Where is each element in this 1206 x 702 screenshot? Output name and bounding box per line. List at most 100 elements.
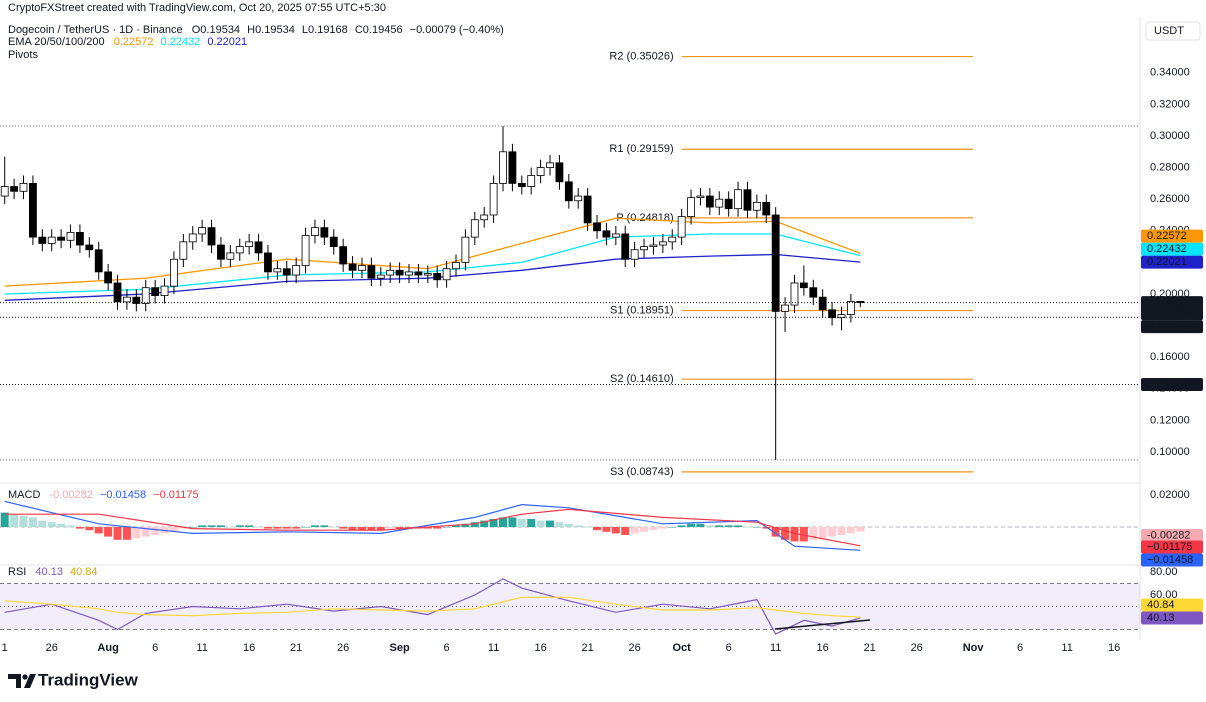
logo-mark — [8, 674, 21, 688]
macd-histogram-bar — [527, 519, 536, 527]
candle-body — [66, 231, 75, 241]
candle-body — [734, 189, 742, 210]
candle-body — [762, 201, 771, 216]
macd-histogram-bar — [47, 522, 56, 527]
candle-body — [837, 314, 846, 319]
x-tick-label: 21 — [582, 642, 594, 654]
candle-body — [856, 300, 865, 304]
macd-histogram-bar — [734, 525, 743, 527]
candle-body — [226, 252, 235, 260]
macd-histogram-bar — [66, 525, 75, 527]
logo-dot — [22, 674, 28, 680]
ema-legend: EMA 20/50/100/200 0.22572 0.22432 0.2202… — [8, 36, 247, 48]
candle-body — [799, 282, 808, 289]
candle-body — [282, 268, 291, 276]
x-tick-label: Sep — [389, 642, 409, 654]
candle-body — [254, 241, 263, 254]
candle-body — [743, 189, 752, 211]
macd-histogram-bar — [602, 527, 611, 532]
macd-histogram-bar — [94, 527, 103, 534]
macd-histogram-bar — [837, 527, 846, 535]
macd-histogram-bar — [273, 527, 282, 529]
candle-body — [301, 235, 310, 266]
candle-body — [207, 227, 216, 246]
macd-histogram-bar — [216, 525, 225, 527]
ema-line — [4, 253, 861, 301]
macd-histogram-bar — [75, 527, 84, 529]
candle-body — [367, 265, 376, 279]
candle-body — [687, 197, 695, 217]
candle-body — [771, 214, 780, 312]
ema-line — [4, 233, 861, 295]
macd-label: MACD — [8, 489, 40, 501]
macd-histogram-bar — [705, 525, 714, 527]
pivot-label: R1 (0.29159) — [609, 143, 673, 155]
candle-body — [160, 285, 169, 296]
rsi-label: RSI — [8, 566, 26, 578]
macd-histogram-bar — [574, 525, 583, 527]
macd-histogram-bar — [151, 527, 160, 535]
x-tick-label: 6 — [152, 642, 158, 654]
macd-histogram-bar — [386, 527, 395, 529]
macd-histogram-bar — [790, 527, 799, 542]
y-tick-label: 0.30000 — [1150, 130, 1190, 142]
macd-histogram-bar — [320, 525, 329, 527]
pivot-label: S1 (0.18951) — [610, 304, 674, 316]
macd-hist-axis-label: -0.00282 — [1147, 529, 1190, 541]
macd-histogram-bar — [856, 527, 865, 532]
ema-value: 0.22432 — [161, 36, 201, 48]
macd-histogram-bar — [593, 527, 602, 531]
candle-body — [452, 262, 460, 270]
macd-histogram-bar — [649, 527, 658, 531]
candle-body — [19, 182, 28, 192]
candle-body — [311, 227, 319, 236]
rsi-value: 40.13 — [35, 566, 63, 578]
ohlc-close: C0.19456 — [355, 24, 403, 36]
candle-body — [376, 274, 385, 279]
macd-histogram-bar — [207, 525, 216, 527]
candle-body — [433, 273, 442, 281]
x-tick-label: 21 — [290, 642, 302, 654]
currency[interactable]: USDT — [1154, 25, 1184, 37]
macd-histogram-bar — [799, 527, 808, 542]
macd-histogram-bar — [743, 527, 752, 528]
logo[interactable]: TradingView — [8, 670, 139, 689]
x-tick-label: Nov — [963, 642, 985, 654]
macd-histogram-bar — [198, 525, 207, 527]
candle-body — [470, 219, 479, 238]
plot-area: R2 (0.35026) R1 (0.29159) P (0.24818) S1 (0… — [0, 50, 1140, 635]
macd-histogram-bar — [809, 527, 818, 540]
macd-histogram-bar — [696, 523, 705, 527]
y-tick-label: 0.12000 — [1150, 414, 1190, 426]
macd-axis-label: −0.01458 — [1147, 554, 1193, 566]
x-tick-label: 26 — [46, 642, 58, 654]
currency-button[interactable] — [1145, 21, 1201, 41]
ema-axis-label: 0.22432 — [1147, 243, 1187, 255]
rsi-legend: RSI 40.13 40.84 — [8, 566, 98, 578]
candle-body — [141, 287, 150, 304]
macd-histogram-bar — [254, 527, 263, 528]
macd-histogram-bar — [489, 519, 498, 527]
candle-body — [264, 252, 272, 273]
x-tick-label: 11 — [770, 642, 781, 654]
macd-histogram-bar — [367, 527, 376, 531]
x-tick-label: 6 — [1017, 642, 1023, 654]
x-tick-label: 16 — [1108, 642, 1120, 654]
candle-body — [85, 244, 94, 251]
candle-body — [602, 230, 611, 238]
y-tick-label: 0.26000 — [1150, 193, 1190, 205]
ema-axis-label: 0.22021 — [1147, 256, 1187, 268]
candle-body — [677, 216, 686, 238]
candle-body — [546, 162, 554, 168]
logo-text[interactable]: TradingView — [38, 670, 139, 689]
candle-body — [489, 182, 498, 216]
candle-body — [57, 236, 66, 241]
candle-body — [658, 241, 667, 246]
macd-histogram-bar — [461, 523, 470, 527]
y-tick-label: 0.28000 — [1150, 161, 1190, 173]
macd-histogram-bar — [517, 519, 526, 527]
macd-histogram-bar — [226, 527, 235, 528]
macd-histogram-bar — [245, 525, 254, 527]
macd-histogram-bar — [687, 523, 696, 527]
macd-line — [4, 508, 861, 547]
